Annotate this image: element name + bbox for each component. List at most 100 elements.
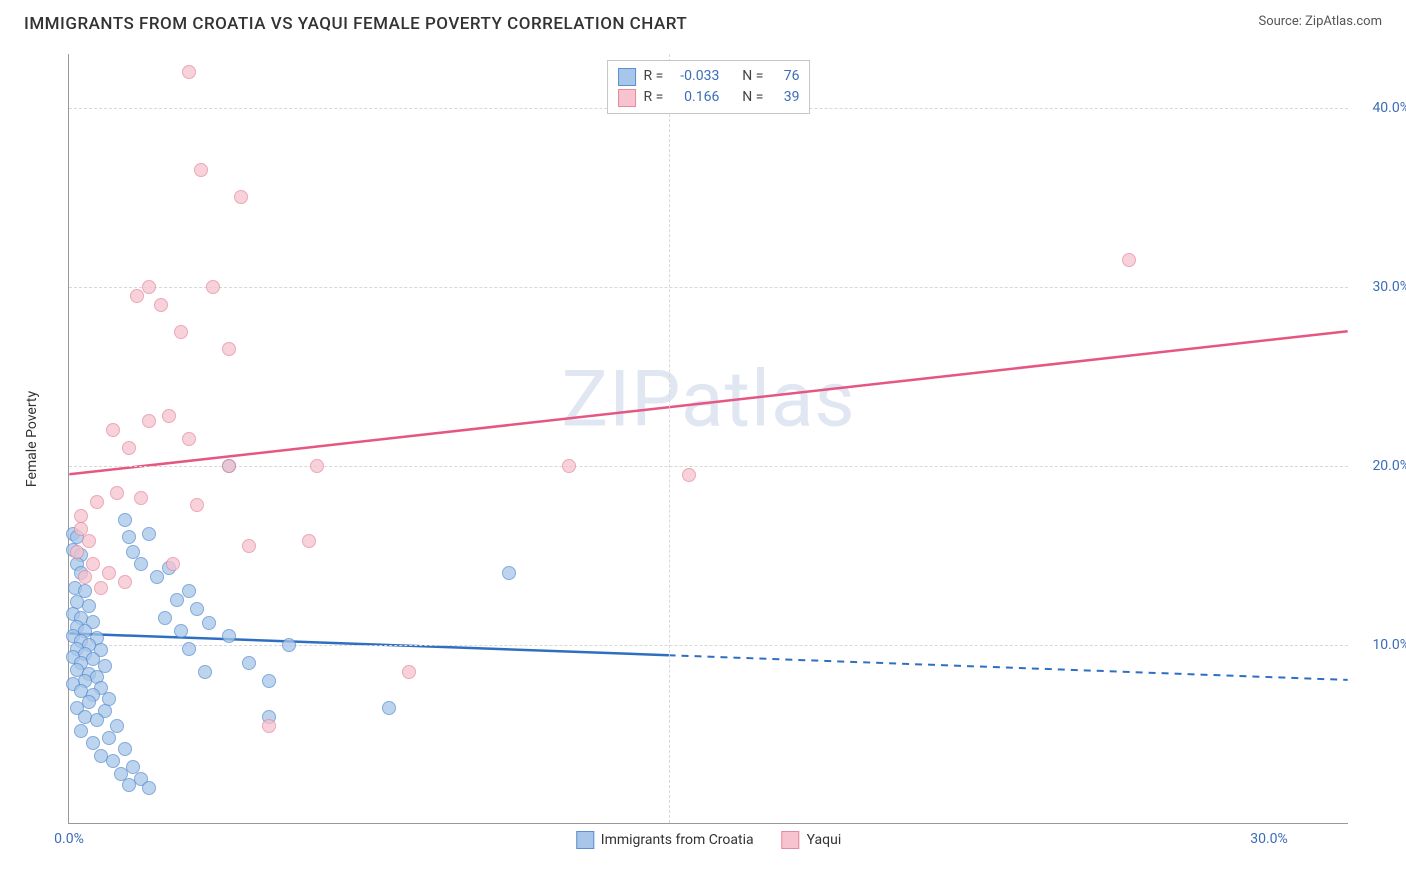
- legend-r-label: R =: [644, 66, 664, 87]
- gridline-h: [69, 466, 1348, 467]
- data-point-croatia: [118, 513, 132, 527]
- data-point-yaqui: [302, 534, 316, 548]
- legend-series: Immigrants from Croatia Yaqui: [576, 831, 841, 849]
- data-point-croatia: [182, 584, 196, 598]
- legend-n-value-croatia: 76: [771, 66, 799, 87]
- data-point-croatia: [262, 674, 276, 688]
- data-point-croatia: [182, 642, 196, 656]
- legend-swatch-yaqui: [618, 89, 636, 107]
- data-point-yaqui: [70, 545, 84, 559]
- data-point-yaqui: [106, 423, 120, 437]
- data-point-yaqui: [206, 280, 220, 294]
- legend-label-yaqui: Yaqui: [807, 832, 842, 848]
- data-point-croatia: [90, 713, 104, 727]
- data-point-yaqui: [82, 534, 96, 548]
- data-point-croatia: [202, 616, 216, 630]
- data-point-croatia: [242, 656, 256, 670]
- y-tick-label: 20.0%: [1372, 458, 1406, 474]
- gridline-v: [669, 54, 670, 823]
- data-point-croatia: [110, 719, 124, 733]
- data-point-croatia: [82, 695, 96, 709]
- chart-title: IMMIGRANTS FROM CROATIA VS YAQUI FEMALE …: [24, 14, 687, 34]
- data-point-croatia: [74, 724, 88, 738]
- legend-n-label: N =: [742, 87, 763, 108]
- legend-r-value-croatia: -0.033: [671, 66, 719, 87]
- data-point-yaqui: [118, 575, 132, 589]
- data-point-croatia: [174, 624, 188, 638]
- data-point-croatia: [134, 557, 148, 571]
- legend-n-label: N =: [742, 66, 763, 87]
- data-point-yaqui: [234, 190, 248, 204]
- data-point-croatia: [382, 701, 396, 715]
- legend-item-yaqui: Yaqui: [782, 831, 842, 849]
- y-axis-label: Female Poverty: [24, 391, 40, 487]
- data-point-croatia: [502, 566, 516, 580]
- data-point-croatia: [142, 781, 156, 795]
- data-point-yaqui: [222, 459, 236, 473]
- chart-area: Female Poverty ZIPatlas R =-0.033 N =76R…: [50, 54, 1370, 824]
- plot-region: ZIPatlas R =-0.033 N =76R =0.166 N =39 I…: [68, 54, 1348, 824]
- data-point-yaqui: [262, 719, 276, 733]
- legend-n-value-yaqui: 39: [771, 87, 799, 108]
- legend-swatch-croatia: [618, 68, 636, 86]
- data-point-yaqui: [402, 665, 416, 679]
- legend-label-croatia: Immigrants from Croatia: [601, 832, 754, 848]
- gridline-h: [69, 287, 1348, 288]
- data-point-yaqui: [182, 65, 196, 79]
- data-point-yaqui: [142, 414, 156, 428]
- legend-row-yaqui: R = 0.166 N = 39: [618, 87, 800, 108]
- data-point-yaqui: [174, 325, 188, 339]
- data-point-yaqui: [142, 280, 156, 294]
- data-point-croatia: [142, 527, 156, 541]
- source-label: Source: ZipAtlas.com: [1258, 14, 1382, 29]
- data-point-croatia: [102, 731, 116, 745]
- data-point-yaqui: [78, 570, 92, 584]
- chart-container: IMMIGRANTS FROM CROATIA VS YAQUI FEMALE …: [0, 0, 1406, 892]
- y-tick-label: 30.0%: [1372, 279, 1406, 295]
- data-point-croatia: [122, 778, 136, 792]
- data-point-croatia: [118, 742, 132, 756]
- gridline-h: [69, 645, 1348, 646]
- legend-r-value-yaqui: 0.166: [671, 87, 719, 108]
- y-tick-label: 40.0%: [1372, 100, 1406, 116]
- legend-swatch-croatia: [576, 831, 594, 849]
- data-point-yaqui: [182, 432, 196, 446]
- data-point-yaqui: [190, 498, 204, 512]
- data-point-yaqui: [86, 557, 100, 571]
- data-point-croatia: [282, 638, 296, 652]
- legend-correlation-box: R = -0.033 N = 76 R = 0.166 N = 39: [607, 60, 811, 114]
- data-point-yaqui: [134, 491, 148, 505]
- data-point-croatia: [170, 593, 184, 607]
- legend-swatch-yaqui: [782, 831, 800, 849]
- legend-r-label: R =: [644, 87, 664, 108]
- data-point-yaqui: [154, 298, 168, 312]
- data-point-yaqui: [1122, 253, 1136, 267]
- data-point-yaqui: [166, 557, 180, 571]
- data-point-yaqui: [122, 441, 136, 455]
- data-point-yaqui: [682, 468, 696, 482]
- data-point-yaqui: [110, 486, 124, 500]
- legend-row-croatia: R = -0.033 N = 76: [618, 66, 800, 87]
- data-point-yaqui: [162, 409, 176, 423]
- data-point-yaqui: [194, 163, 208, 177]
- data-point-croatia: [222, 629, 236, 643]
- x-tick-label: 0.0%: [54, 831, 84, 847]
- trend-lines-layer: [69, 54, 1348, 823]
- legend-item-croatia: Immigrants from Croatia: [576, 831, 754, 849]
- data-point-yaqui: [242, 539, 256, 553]
- data-point-yaqui: [90, 495, 104, 509]
- x-tick-label: 30.0%: [1250, 831, 1288, 847]
- data-point-yaqui: [130, 289, 144, 303]
- watermark: ZIPatlas: [561, 355, 855, 446]
- data-point-croatia: [158, 611, 172, 625]
- data-point-croatia: [122, 530, 136, 544]
- data-point-croatia: [190, 602, 204, 616]
- data-point-yaqui: [562, 459, 576, 473]
- data-point-yaqui: [102, 566, 116, 580]
- data-point-croatia: [198, 665, 212, 679]
- data-point-yaqui: [74, 509, 88, 523]
- data-point-yaqui: [94, 581, 108, 595]
- data-point-yaqui: [310, 459, 324, 473]
- header: IMMIGRANTS FROM CROATIA VS YAQUI FEMALE …: [0, 0, 1406, 38]
- data-point-croatia: [82, 599, 96, 613]
